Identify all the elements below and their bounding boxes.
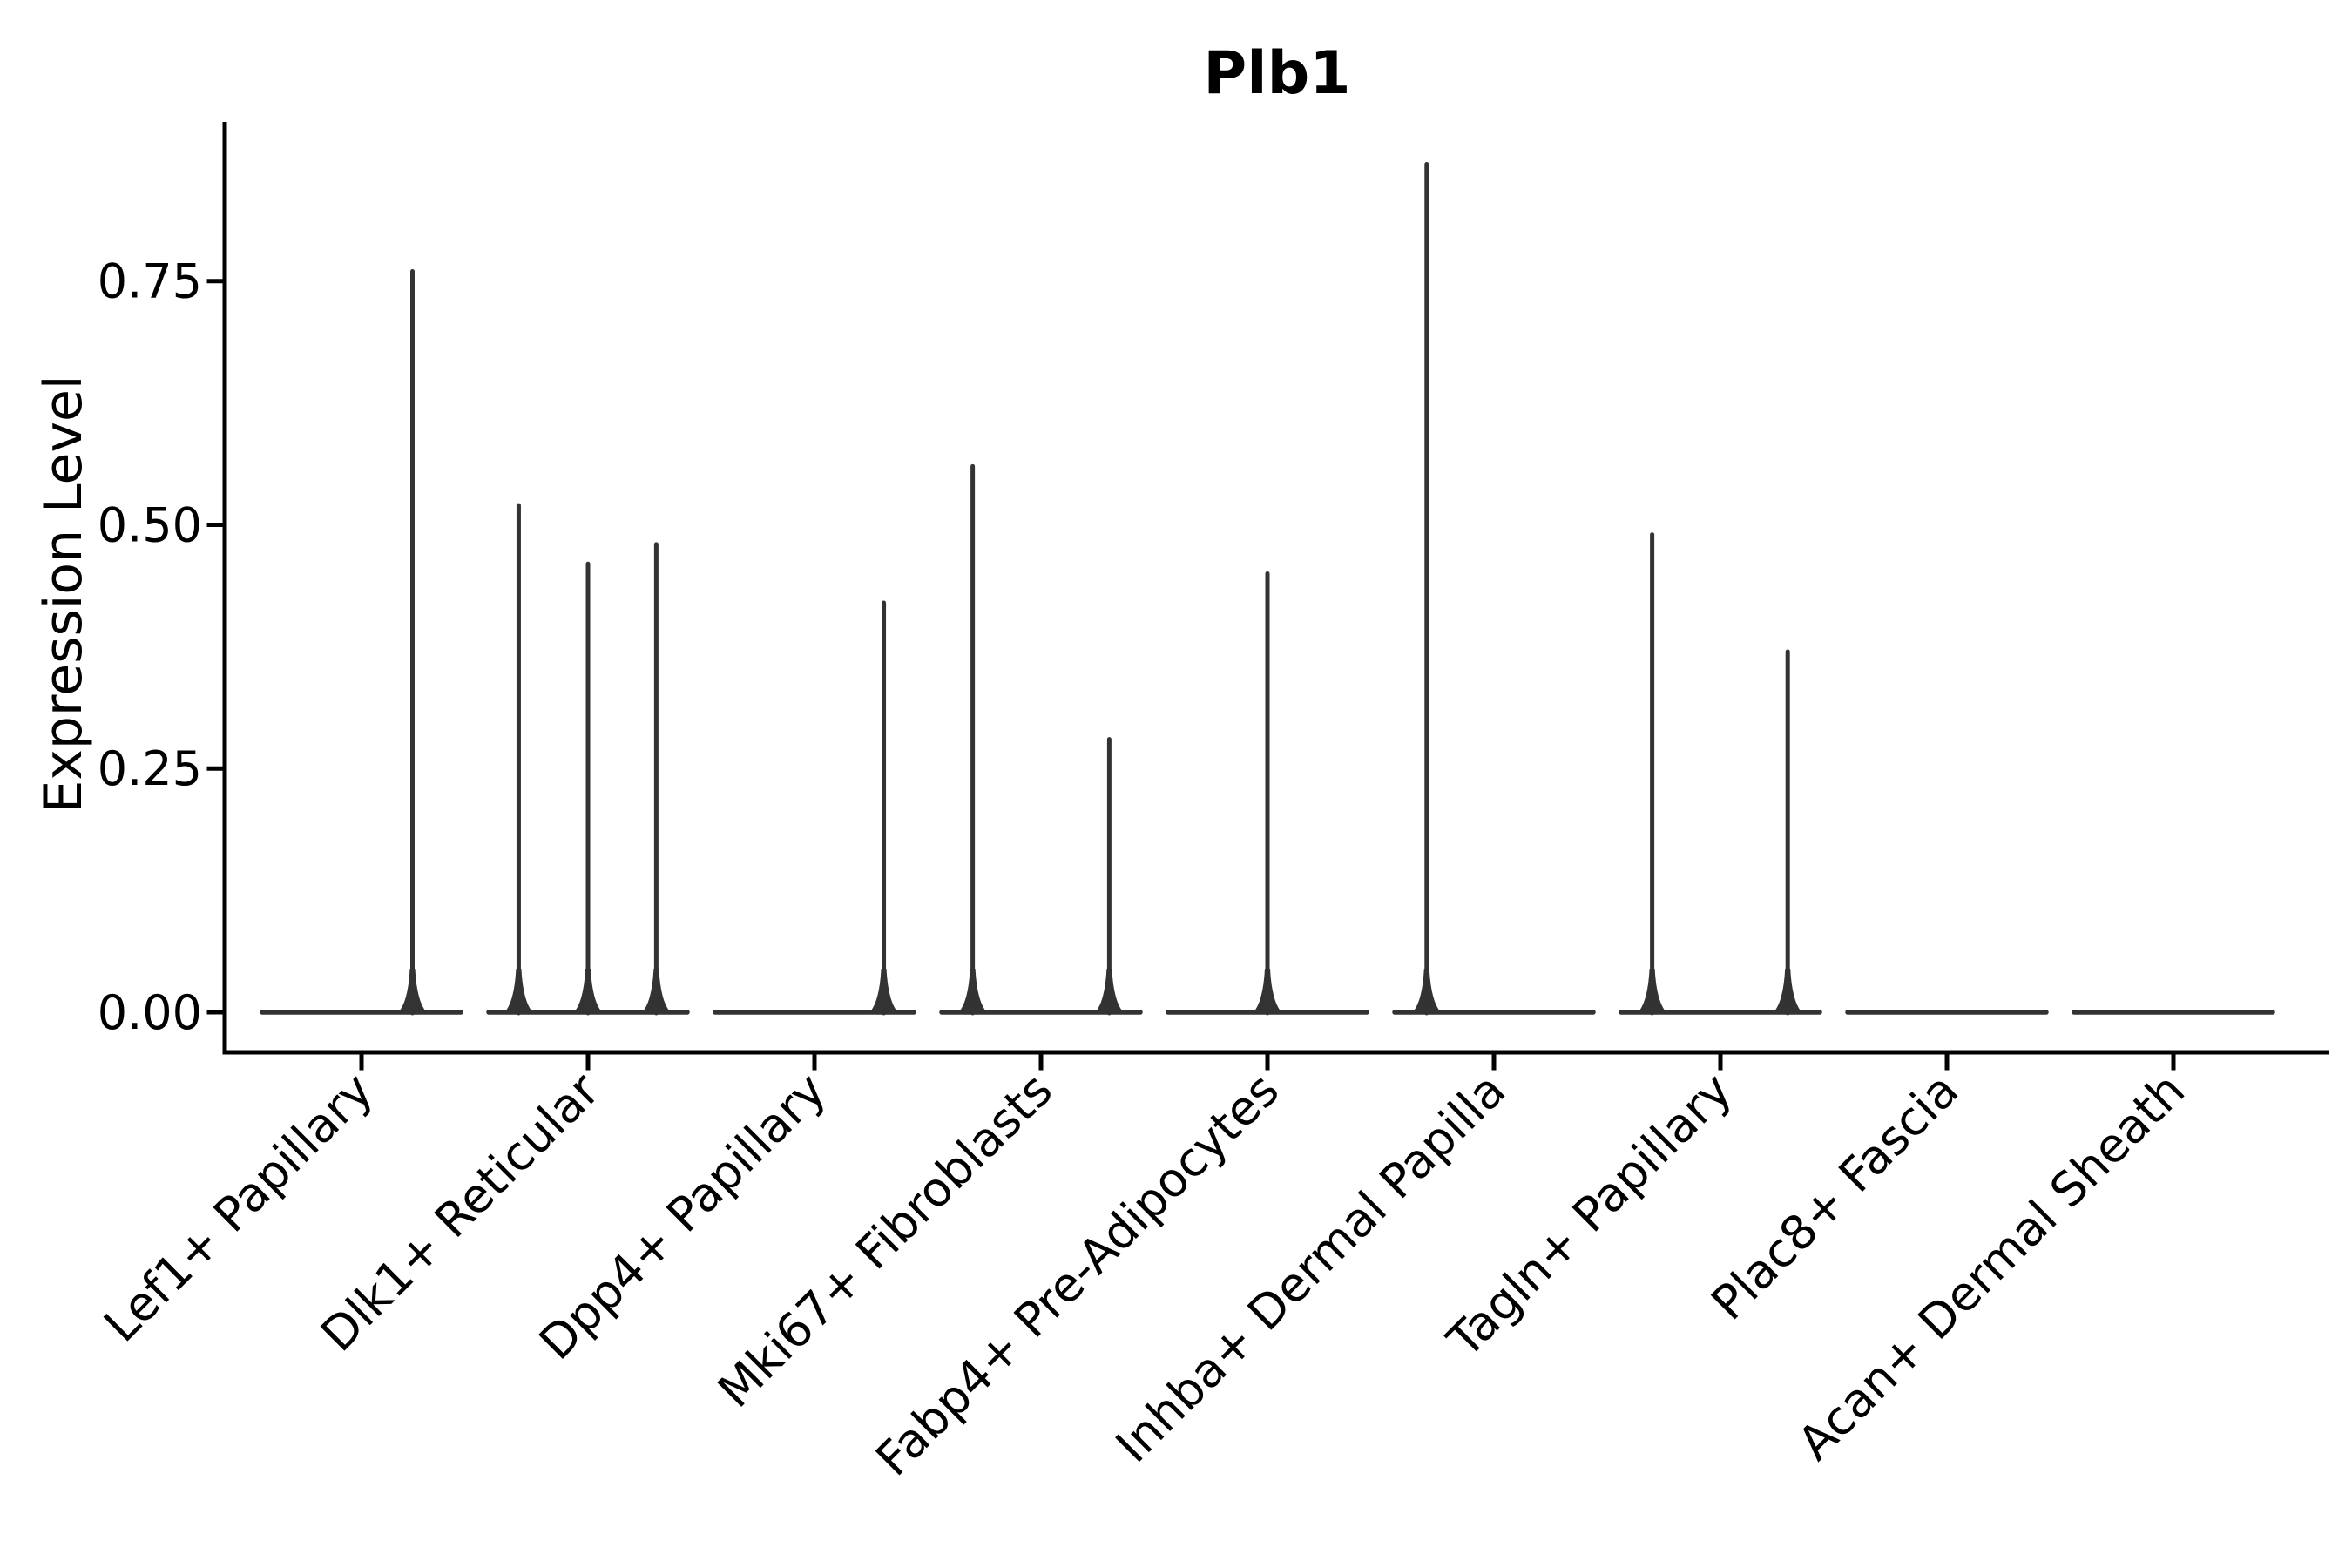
violin [713,600,916,1016]
x-tick-label: Fabp4+ Pre-Adipocytes [865,1063,1289,1487]
plot-title: Plb1 [1203,39,1350,108]
y-axis-label: Expression Level [33,375,94,813]
violin [260,269,463,1016]
violin [486,503,690,1016]
y-tick-label: 0.00 [98,985,202,1040]
violin [1392,161,1596,1016]
y-tick-label: 0.25 [98,741,202,796]
x-tick-label: Inhba+ Dermal Papilla [1105,1063,1516,1473]
violin [939,463,1143,1016]
violins-layer [260,161,2275,1016]
y-tick-label: 0.75 [98,254,202,309]
violin [1619,532,1822,1016]
y-tick-label: 0.50 [98,497,202,552]
violin [1166,571,1369,1016]
axes-layer: 0.00 0.25 0.50 0.75 [98,122,2329,1071]
x-tick-label: Acan+ Dermal Sheath [1788,1063,2195,1470]
